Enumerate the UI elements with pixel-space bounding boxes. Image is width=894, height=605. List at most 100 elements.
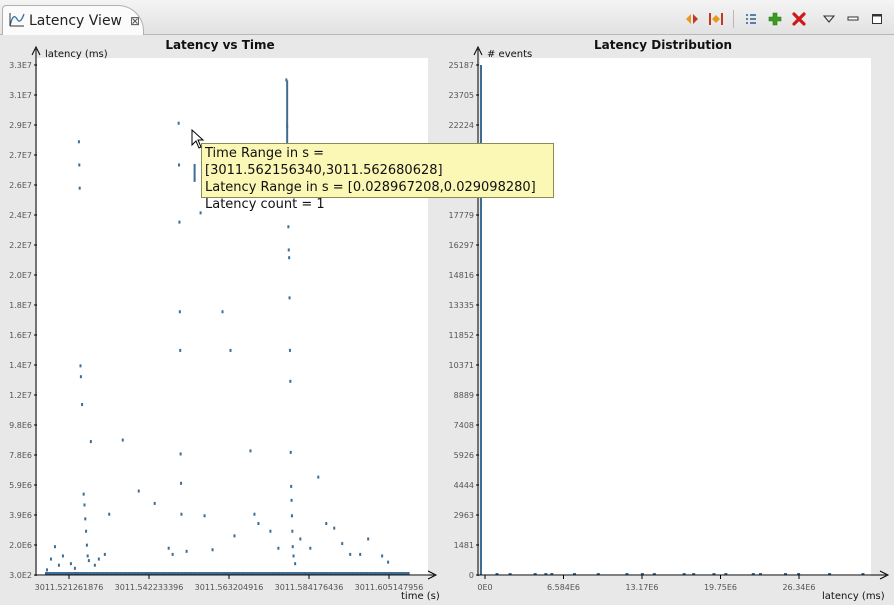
histogram-bar <box>550 573 554 575</box>
latency-point <box>387 572 390 575</box>
latency-point <box>86 554 89 558</box>
histogram-bar <box>596 573 600 575</box>
latency-point <box>85 529 88 533</box>
left-ytick-label: 9.8E6 <box>9 421 32 430</box>
reset-range-icon[interactable] <box>707 10 725 28</box>
latency-point <box>213 572 216 575</box>
minimize-icon[interactable] <box>844 10 862 28</box>
latency-point <box>102 572 105 575</box>
latency-point <box>333 526 336 530</box>
latency-vs-time-chart[interactable]: 3.3E7 3.1E7 2.9E7 2.7E7 2.6E7 2.4E7 2.2E7 2.0E7… <box>0 35 440 605</box>
latency-point <box>197 572 200 575</box>
left-ytick-label: 2.4E7 <box>9 211 32 220</box>
right-ytick-label: 13335 <box>449 301 474 310</box>
latency-point <box>77 140 80 144</box>
latency-point <box>359 552 362 556</box>
latency-point <box>362 572 365 575</box>
latency-point <box>82 492 85 496</box>
latency-point <box>49 557 52 561</box>
latency-point <box>206 572 209 575</box>
left-ytick-label: 2.2E7 <box>9 241 32 250</box>
latency-point <box>229 572 232 575</box>
latency-point <box>285 572 288 575</box>
latency-point <box>380 572 383 575</box>
latency-point <box>89 440 92 444</box>
latency-point <box>66 572 69 575</box>
close-icon[interactable]: ⊠ <box>130 13 141 28</box>
histogram-bar <box>495 573 499 575</box>
right-xtick-label: 13.17E6 <box>625 583 658 592</box>
latency-point <box>292 554 295 558</box>
left-ytick-label: 3.9E6 <box>9 511 32 520</box>
latency-point <box>290 514 293 518</box>
latency-point <box>46 572 49 575</box>
latency-point <box>79 364 82 368</box>
latency-point <box>240 572 243 575</box>
latency-point <box>226 572 229 575</box>
latency-point <box>328 572 331 575</box>
histogram-bar <box>712 573 716 575</box>
latency-point <box>290 498 293 502</box>
left-xtick-label: 3011.605147956 <box>355 583 424 592</box>
add-icon[interactable] <box>766 10 784 28</box>
latency-point <box>174 572 177 575</box>
latency-point <box>167 572 170 575</box>
histogram-bar <box>828 573 832 575</box>
latency-point <box>278 572 281 575</box>
latency-distribution-title: Latency Distribution <box>593 38 733 52</box>
latency-point <box>109 572 112 575</box>
latency-point <box>314 572 317 575</box>
latency-point <box>64 572 67 575</box>
list-icon[interactable] <box>742 10 760 28</box>
latency-point <box>103 552 106 556</box>
latency-distribution-chart[interactable]: 25187 23705 22224 17779 16297 14816 13335 11852… <box>440 35 894 605</box>
latency-point <box>79 375 82 379</box>
latency-point <box>186 572 189 575</box>
latency-point <box>153 501 156 505</box>
latency-point <box>289 379 292 383</box>
latency-point <box>373 572 376 575</box>
latency-point <box>288 256 291 260</box>
latency-point <box>291 545 294 549</box>
latency-point <box>120 572 123 575</box>
latency-point <box>256 572 259 575</box>
latency-point-run <box>193 163 196 180</box>
latency-point <box>176 572 179 575</box>
left-plot-area <box>37 58 428 576</box>
remove-icon[interactable] <box>790 10 808 28</box>
latency-point <box>171 552 174 556</box>
latency-view-tab[interactable]: Latency View ⊠ <box>2 5 144 35</box>
latency-point <box>287 225 290 229</box>
latency-point <box>310 572 313 575</box>
latency-point <box>163 572 166 575</box>
latency-point <box>115 572 118 575</box>
latency-point <box>348 572 351 575</box>
left-ytick-label: 3.3E7 <box>9 61 32 70</box>
latency-point <box>325 572 328 575</box>
latency-point <box>274 572 277 575</box>
latency-point <box>158 572 161 575</box>
right-xtick-label: 6.584E6 <box>547 583 580 592</box>
maximize-icon[interactable] <box>868 10 886 28</box>
right-ytick-label: 4444 <box>454 481 474 490</box>
latency-point <box>308 572 311 575</box>
latency-chart-icon <box>9 11 25 31</box>
latency-point <box>321 572 324 575</box>
latency-point <box>249 449 252 453</box>
latency-point <box>71 572 74 575</box>
left-ytick-label: 2.7E7 <box>9 151 32 160</box>
latency-point <box>106 572 109 575</box>
latency-point <box>251 572 254 575</box>
latency-point <box>180 481 183 485</box>
view-menu-icon[interactable] <box>820 10 838 28</box>
latency-point <box>193 178 196 182</box>
right-ylabel: # events <box>487 49 532 60</box>
latency-point <box>309 546 312 550</box>
latency-point <box>231 572 234 575</box>
latency-point <box>84 517 87 521</box>
left-ytick-label: 3.1E7 <box>9 91 32 100</box>
latency-point <box>73 566 76 570</box>
latency-point <box>398 572 401 575</box>
latency-point <box>276 572 279 575</box>
zoom-fit-icon[interactable] <box>683 10 701 28</box>
